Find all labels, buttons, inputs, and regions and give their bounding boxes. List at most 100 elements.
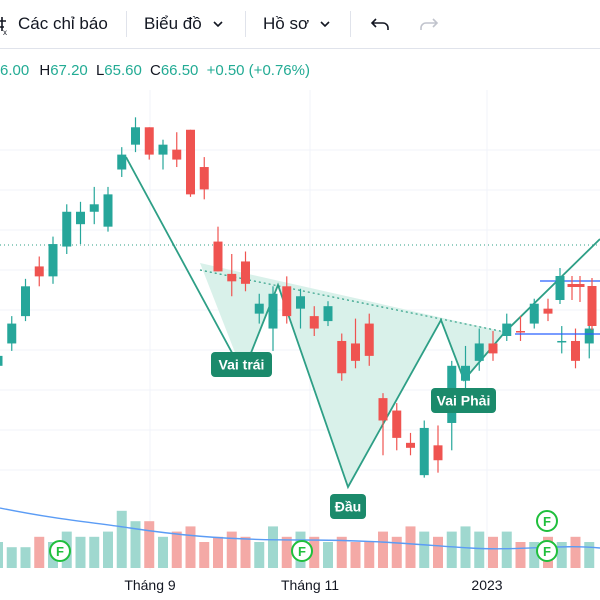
chart-type-label: Biểu đồ	[144, 14, 202, 33]
event-marker: F	[536, 510, 558, 532]
candle-body	[502, 323, 512, 336]
candle-body	[587, 286, 597, 326]
volume-bar	[364, 542, 375, 568]
candle-body	[567, 284, 577, 287]
chart-overlays	[515, 268, 600, 335]
volume-bar	[226, 531, 237, 568]
low-value: 65.60	[104, 62, 142, 79]
candle-body	[254, 303, 264, 314]
volume-bar	[89, 536, 100, 568]
candle-body	[282, 286, 292, 317]
candle-body	[0, 355, 3, 366]
volume-bar	[405, 526, 416, 568]
left-shoulder-label: Vai trái	[211, 352, 272, 377]
redo-icon	[420, 18, 439, 30]
candle-body	[213, 241, 223, 272]
change-value: +0.50 (+0.76%)	[206, 62, 310, 79]
volume-bar	[309, 536, 320, 568]
time-axis: Tháng 9 Tháng 11 2023	[0, 570, 600, 600]
volume-bar	[350, 542, 361, 568]
candle-body	[474, 343, 484, 361]
candle-body	[172, 149, 182, 160]
candle-body	[488, 343, 498, 354]
close-value: 66.50	[160, 62, 199, 79]
volume-bar	[419, 531, 430, 568]
candle-body	[117, 154, 127, 170]
candle-body	[48, 244, 58, 277]
pattern-labels: Vai trái Đầu Vai Phải	[211, 352, 496, 519]
x-tick-label: 2023	[471, 577, 503, 593]
volume-bar	[34, 536, 45, 568]
volume-bar	[171, 531, 182, 568]
volume-bar	[488, 536, 498, 568]
candle-body	[584, 328, 594, 344]
candle-body	[296, 296, 305, 309]
volume-bar	[75, 536, 86, 568]
event-markers: F FFF	[49, 510, 558, 562]
volume-bar	[556, 542, 567, 568]
low-key: L	[95, 62, 105, 79]
volume-bar	[281, 536, 292, 568]
candle-body	[406, 442, 415, 448]
high-key: H	[39, 62, 51, 79]
candlesticks	[0, 117, 594, 478]
volume-bar	[20, 547, 31, 568]
candle-body	[309, 316, 319, 329]
svg-text:x: x	[3, 28, 7, 35]
profile-label: Hồ sơ	[263, 14, 310, 33]
event-marker-circle	[291, 540, 313, 562]
volume-bar	[268, 526, 278, 568]
volume-bar	[0, 542, 3, 568]
head-shoulders-pattern	[0, 156, 600, 490]
chart-type-button[interactable]: Biểu đồ	[144, 0, 224, 48]
volume-bar	[529, 542, 540, 568]
candle-body	[76, 211, 85, 225]
event-marker-text: F	[298, 544, 306, 559]
price-chart[interactable]: Vai trái Đầu Vai Phải F FFF	[0, 49, 600, 570]
toolbar-separator	[350, 11, 351, 37]
undo-button[interactable]	[370, 0, 392, 48]
candle-body	[34, 266, 44, 277]
volume-bar	[515, 542, 526, 568]
candle-body	[529, 303, 539, 324]
candle-body	[89, 204, 99, 212]
redo-button[interactable]	[417, 0, 439, 48]
candle-body	[571, 340, 580, 361]
volume-bar	[116, 510, 127, 568]
ohlc-legend: 6.00 H67.20 L65.60 C66.50 +0.50 (+0.76%)	[0, 62, 310, 86]
profile-button[interactable]: Hồ sơ	[263, 0, 331, 48]
candle-body	[144, 127, 154, 155]
volume-bar	[130, 521, 141, 568]
open-value: 6.00	[0, 62, 30, 79]
volume-bar	[391, 536, 402, 568]
right-shoulder-label: Vai Phải	[431, 388, 496, 413]
volume-bar	[433, 536, 443, 568]
candle-body	[433, 445, 443, 461]
volume-ma-line	[0, 507, 600, 550]
event-marker: F	[536, 540, 558, 562]
indicators-button[interactable]: x Các chỉ báo	[0, 0, 108, 48]
neckline	[199, 269, 506, 333]
undo-icon	[370, 18, 389, 30]
candle-body	[7, 323, 17, 344]
volume-bar	[446, 531, 457, 568]
candle-body	[419, 427, 429, 476]
volume-bar	[336, 536, 347, 568]
candle-body	[557, 340, 567, 343]
volume-bar	[254, 542, 265, 568]
candle-body	[158, 144, 168, 155]
candle-body	[543, 308, 553, 314]
candle-body	[186, 129, 195, 195]
event-marker-circle	[49, 540, 71, 562]
candle-body	[199, 167, 209, 190]
candle-body	[461, 365, 470, 381]
candle-body	[516, 331, 525, 333]
volume-bar	[199, 542, 210, 568]
top-toolbar: x Các chỉ báo Biểu đồ Hồ sơ	[0, 0, 600, 49]
volume-bar	[185, 526, 196, 568]
volume-bar	[474, 531, 485, 568]
indicators-icon: x	[0, 13, 10, 37]
head-text: Đầu	[335, 499, 361, 515]
volume-bar	[213, 536, 223, 568]
event-marker-text: F	[56, 544, 64, 559]
